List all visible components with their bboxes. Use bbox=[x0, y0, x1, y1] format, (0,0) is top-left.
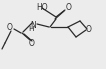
Text: N: N bbox=[30, 20, 36, 30]
Text: O: O bbox=[29, 39, 35, 47]
Text: H: H bbox=[28, 26, 34, 32]
Text: O: O bbox=[7, 24, 13, 32]
Text: O: O bbox=[66, 2, 72, 12]
Text: O: O bbox=[86, 26, 92, 34]
Text: HO: HO bbox=[36, 2, 48, 12]
